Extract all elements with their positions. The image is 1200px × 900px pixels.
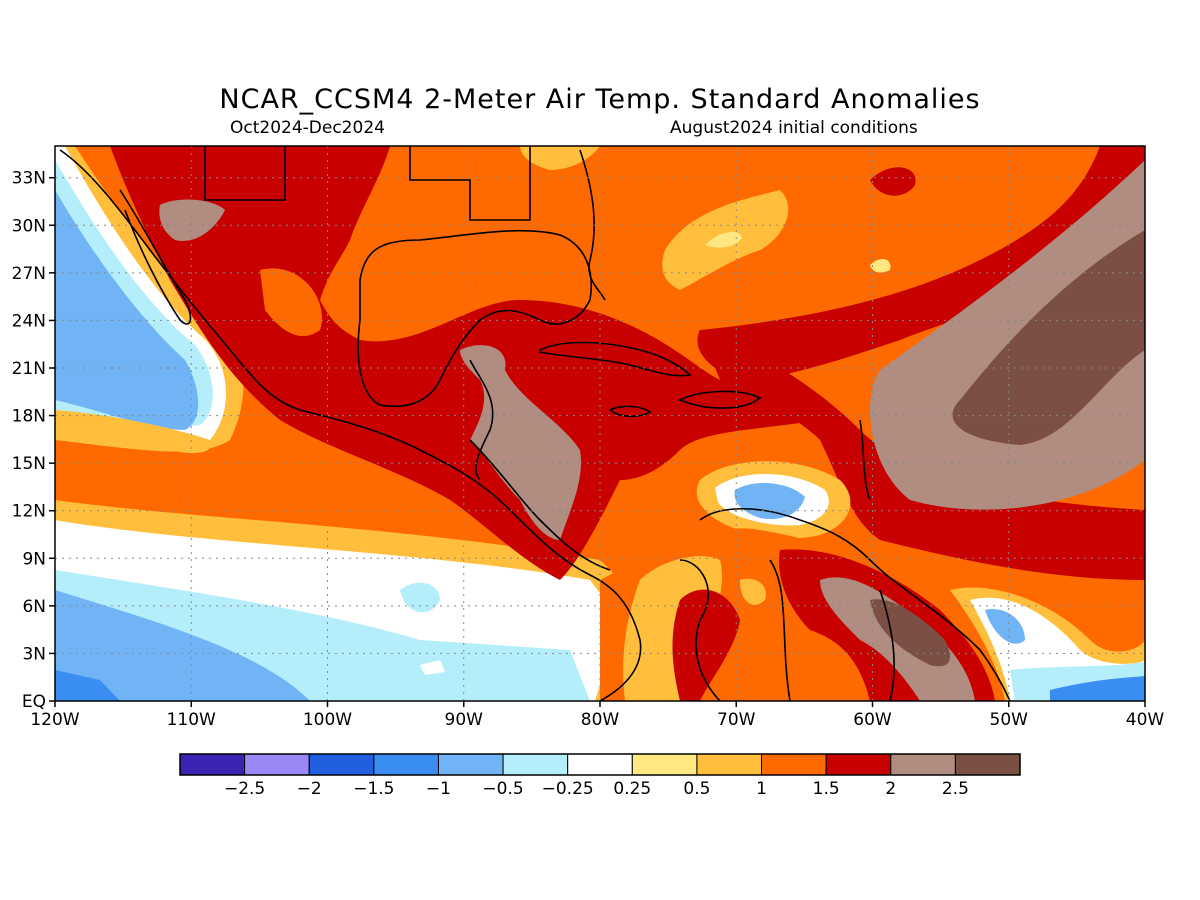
- colorbar-label: 2: [885, 779, 896, 799]
- anomaly-fields: [55, 146, 1145, 701]
- anomaly-region-caribbean-cool: [734, 482, 805, 520]
- anomaly-region-pacific-warm-blob: [235, 443, 331, 500]
- colorbar-label: 1: [756, 779, 767, 799]
- colorbar-swatch: [825, 753, 892, 776]
- colorbar-label: −1: [426, 779, 451, 799]
- lat-tick-label: 24N: [12, 311, 46, 331]
- colorbar-swatch: [308, 753, 375, 776]
- colorbar-swatch: [567, 753, 633, 776]
- colorbar-swatch: [244, 753, 310, 776]
- coastlines: [59, 146, 1011, 701]
- colorbar: −2.5 −2 −1.5 −1 −0.5 −0.25 0.25 0.5 1 1.5 2 2.5: [179, 753, 1021, 799]
- cuba-outline: [539, 341, 692, 377]
- lon-tick-label: 110W: [167, 710, 216, 730]
- anomaly-region-guianas-extreme: [870, 599, 950, 667]
- lon-tick-label: 80W: [581, 710, 620, 730]
- baja-california-outline: [119, 189, 192, 325]
- lat-tick-label: 33N: [12, 169, 46, 189]
- lat-tick-label: 6N: [22, 597, 46, 617]
- anomaly-region-tropical-atlantic-hot: [700, 330, 1145, 580]
- colorbar-swatch: [954, 753, 1021, 776]
- colorbar-swatch: [631, 753, 698, 776]
- forecast-period: Oct2024-Dec2024: [230, 118, 385, 138]
- south-america-north-coast: [699, 508, 1011, 701]
- initial-conditions: August2024 initial conditions: [670, 118, 918, 138]
- us-mexico-border: [204, 146, 286, 201]
- colorbar-label: −2.5: [224, 779, 265, 799]
- colorbar-label: −0.25: [542, 779, 594, 799]
- colorbar-swatch: [502, 753, 569, 776]
- lat-tick-label: EQ: [22, 692, 46, 712]
- anomaly-region-atlantic-extreme: [952, 230, 1145, 445]
- colorbar-swatch: [437, 753, 504, 776]
- lat-tick-label: 30N: [12, 216, 46, 236]
- lesser-antilles-outline: [859, 419, 871, 501]
- colorbar-label: −1.5: [353, 779, 394, 799]
- anomaly-region-colombia-hot: [672, 589, 740, 701]
- anomaly-region-atlantic-mild-patch: [870, 258, 891, 273]
- central-america-caribbean-coast: [469, 439, 611, 571]
- lon-tick-label: 100W: [303, 710, 352, 730]
- anomaly-region-atlantic-hot-patch: [870, 167, 916, 196]
- anomaly-region-mexico-interior-warm: [260, 268, 322, 337]
- yucatan-outline: [469, 359, 494, 481]
- colorbar-label: 2.5: [942, 779, 969, 799]
- lon-tick-label: 70W: [717, 710, 756, 730]
- lat-tick-label: 21N: [12, 359, 46, 379]
- anomaly-region-pacific-cooler: [55, 590, 310, 701]
- anomaly-region-venezuela-mild: [740, 578, 766, 605]
- lat-tick-label: 12N: [12, 502, 46, 522]
- lat-tick-label: 18N: [12, 407, 46, 427]
- anomaly-region-ne-pacific-cooler: [55, 190, 199, 430]
- map-title: NCAR_CCSM4 2-Meter Air Temp. Standard An…: [219, 84, 981, 115]
- lon-tick-label: 120W: [30, 710, 79, 730]
- anomaly-region-eq-atlantic-coolest: [1050, 676, 1145, 701]
- us-state-borders: [409, 146, 531, 221]
- lat-tick-label: 9N: [22, 549, 46, 569]
- anomaly-region-cool-patch: [400, 582, 440, 613]
- anomaly-region-central-america-very-hot: [460, 345, 581, 540]
- gridlines: [55, 146, 1145, 701]
- lon-tick-label: 40W: [1126, 710, 1165, 730]
- colorbar-label: −0.5: [482, 779, 523, 799]
- anomaly-region-atlantic-very-hot: [870, 160, 1145, 510]
- lat-tick-label: 27N: [12, 264, 46, 284]
- jamaica-outline: [608, 405, 652, 418]
- anomaly-region-tropical-pacific-warm: [55, 410, 211, 454]
- gulf-of-mexico-coast: [357, 229, 592, 407]
- colorbar-label: −2: [297, 779, 322, 799]
- colorbar-label: 1.5: [813, 779, 840, 799]
- lon-tick-label: 90W: [445, 710, 484, 730]
- colorbar-label: 0.5: [683, 779, 710, 799]
- lon-tick-label: 50W: [990, 710, 1029, 730]
- colorbar-frame: [179, 753, 1021, 776]
- colombia-border: [679, 559, 721, 701]
- hispaniola-outline: [678, 390, 762, 409]
- colorbar-swatch: [761, 753, 827, 776]
- pacific-coastline: [59, 149, 642, 701]
- anomaly-region-neutral-patch: [420, 660, 445, 675]
- venezuela-border: [769, 559, 791, 701]
- lat-tick-label: 15N: [12, 454, 46, 474]
- florida-outline: [579, 149, 606, 301]
- colorbar-swatch: [890, 753, 956, 776]
- lon-tick-label: 60W: [853, 710, 892, 730]
- colorbar-swatch: [696, 753, 763, 776]
- guianas-border: [879, 589, 895, 701]
- anomaly-region-atlantic-mildest: [705, 231, 742, 248]
- anomaly-region-pacific-coolest: [55, 670, 120, 701]
- anomaly-region-mexico-very-hot: [159, 199, 225, 241]
- colorbar-swatch: [373, 753, 439, 776]
- lat-tick-label: 3N: [22, 644, 46, 664]
- colorbar-swatch: [179, 753, 246, 776]
- colorbar-label: 0.25: [613, 779, 651, 799]
- anomaly-region-eq-atlantic-cool-patch: [985, 609, 1025, 644]
